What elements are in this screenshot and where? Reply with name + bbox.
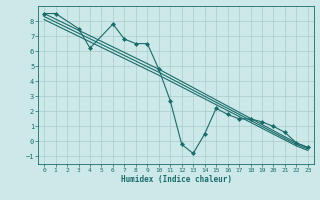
X-axis label: Humidex (Indice chaleur): Humidex (Indice chaleur) xyxy=(121,175,231,184)
